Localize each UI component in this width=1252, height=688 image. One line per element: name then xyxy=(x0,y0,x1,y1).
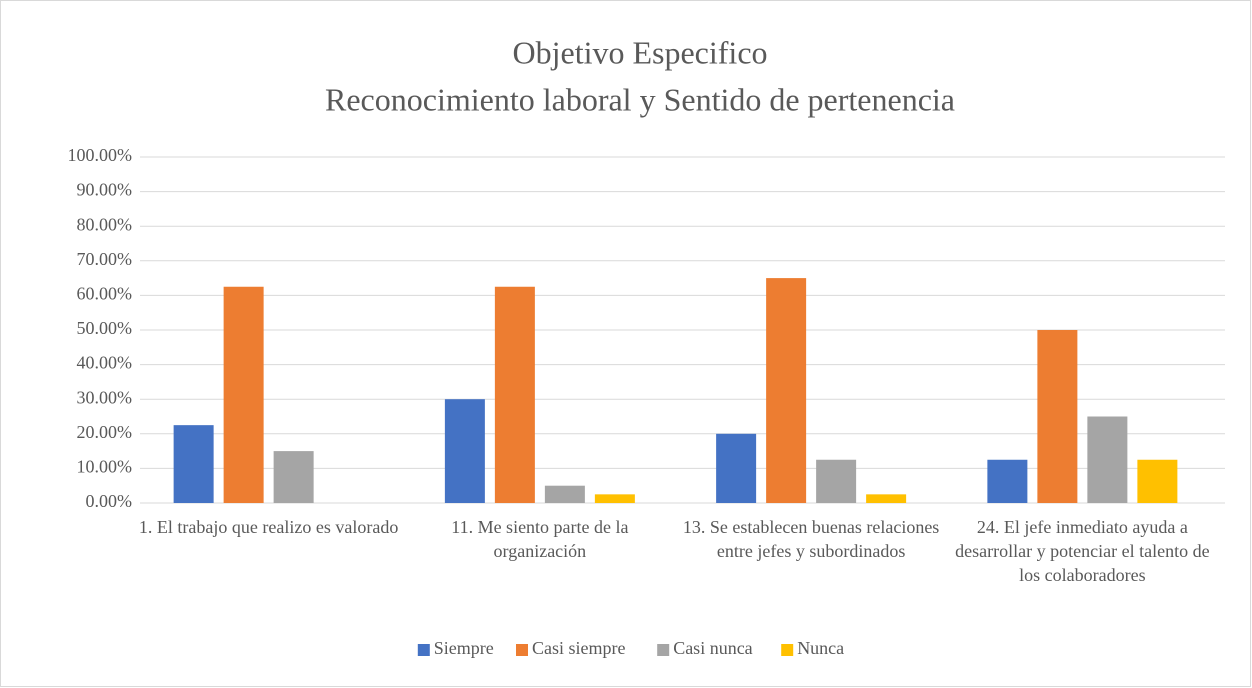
legend-swatch xyxy=(417,644,430,656)
legend-label: Casi siempre xyxy=(532,638,625,658)
bar xyxy=(223,286,264,503)
y-tick-label: 30.00% xyxy=(77,387,133,407)
chart-title: Objetivo Especifico xyxy=(512,34,767,70)
bar xyxy=(544,485,585,503)
bar xyxy=(987,459,1028,503)
y-tick-label: 60.00% xyxy=(77,284,133,304)
bar xyxy=(1037,330,1078,503)
bar xyxy=(716,433,757,503)
y-tick-label: 80.00% xyxy=(77,214,133,234)
chart-subtitle: Reconocimiento laboral y Sentido de pert… xyxy=(325,81,955,117)
y-tick-label: 40.00% xyxy=(77,353,133,373)
x-tick-label: 13. Se establecen buenas relaciones entr… xyxy=(682,517,940,561)
bar xyxy=(444,399,485,503)
y-tick-label: 100.00% xyxy=(68,145,133,165)
y-tick-label: 20.00% xyxy=(77,422,133,442)
x-tick-label: 24. El jefe inmediato ayuda a desarrolla… xyxy=(955,517,1210,585)
y-tick-label: 50.00% xyxy=(77,318,133,338)
bar xyxy=(173,425,214,503)
legend-label: Nunca xyxy=(797,638,844,658)
bar xyxy=(494,286,535,503)
legend-label: Siempre xyxy=(434,638,494,658)
y-tick-label: 90.00% xyxy=(77,180,133,200)
bar xyxy=(816,459,857,503)
legend-swatch xyxy=(657,644,670,656)
x-tick-label: 1. El trabajo que realizo es valorado xyxy=(138,517,399,537)
bar xyxy=(866,494,907,503)
bar xyxy=(273,451,314,503)
legend-swatch xyxy=(781,644,794,656)
bar xyxy=(594,494,635,503)
y-tick-label: 0.00% xyxy=(86,491,133,511)
bar xyxy=(1137,459,1178,503)
legend-swatch xyxy=(516,644,528,656)
y-tick-label: 10.00% xyxy=(77,457,133,477)
bar xyxy=(766,278,807,503)
y-tick-label: 70.00% xyxy=(77,249,133,269)
x-tick-label: 11. Me siento parte de la organización xyxy=(451,517,629,561)
legend-label: Casi nunca xyxy=(673,638,752,658)
bar xyxy=(1087,416,1128,503)
